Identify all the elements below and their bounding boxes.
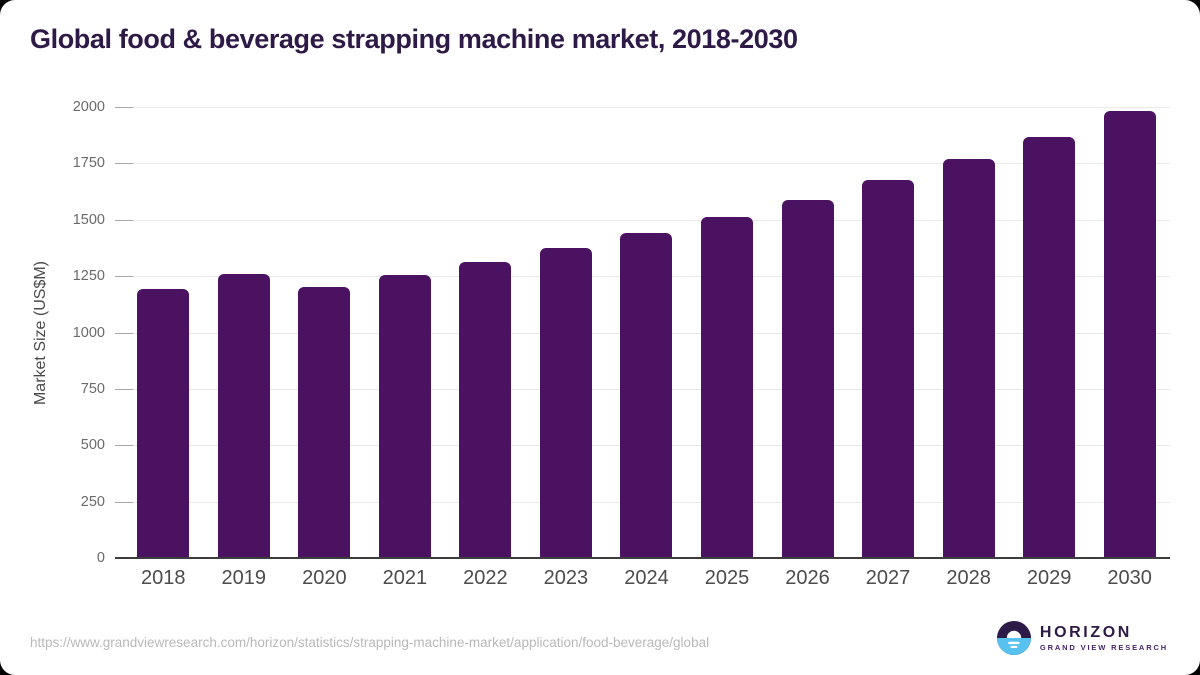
- bar-slot: [284, 107, 365, 558]
- bar-slot: [928, 107, 1009, 558]
- x-tick-label: 2024: [624, 567, 669, 589]
- y-tick-label: 500: [80, 437, 105, 454]
- bar-slot: [687, 107, 768, 558]
- bar-slot: [526, 107, 607, 558]
- bar-slot: [1089, 107, 1170, 558]
- y-axis-tick: [115, 276, 133, 278]
- x-tick-label: 2019: [221, 567, 267, 589]
- x-tick-label: 2026: [785, 567, 830, 589]
- y-axis-tick: [115, 501, 133, 503]
- y-axis-tick: [115, 445, 133, 447]
- bar-2021: [378, 274, 431, 558]
- x-tick-label: 2027: [865, 567, 911, 589]
- y-axis-tick: [115, 163, 133, 165]
- chart-title: Global food & beverage strapping machine…: [30, 24, 798, 54]
- x-tick-label: 2021: [382, 567, 428, 589]
- source-url: https://www.grandviewresearch.com/horizo…: [30, 635, 710, 650]
- bars-container: [123, 107, 1170, 558]
- y-tick-label: 1000: [72, 324, 105, 341]
- gridline: [123, 219, 1170, 221]
- bar-slot: [1009, 107, 1090, 558]
- x-axis-tick-labels: 2018 2019 2020 2021 2022 2023 2024 2025 2026 2027…: [123, 567, 1170, 590]
- logo-text: HORIZON GRAND VIEW RESEARCH: [1039, 623, 1168, 652]
- y-tick-label: 1500: [72, 211, 105, 228]
- x-tick-label: 2030: [1107, 567, 1152, 589]
- y-axis-tick-labels: 0 250 500 750 1000 1250 1500 1750 2000: [0, 99, 105, 566]
- bar-slot: [204, 107, 285, 558]
- bar-2026: [781, 199, 834, 558]
- x-tick-label: 2028: [946, 567, 991, 589]
- x-tick-label: 2020: [302, 567, 347, 589]
- logo-subtitle: GRAND VIEW RESEARCH: [1039, 642, 1168, 652]
- logo-wordmark: HORIZON: [1039, 623, 1132, 641]
- bar-2019: [217, 273, 270, 558]
- y-axis-tick: [115, 332, 133, 334]
- bar-2028: [942, 159, 995, 558]
- plot-area: [115, 107, 1170, 559]
- y-tick-label: 2000: [72, 99, 105, 115]
- x-tick-label: 2023: [543, 567, 589, 589]
- y-tick-label: 750: [80, 380, 105, 397]
- horizon-logo: HORIZON GRAND VIEW RESEARCH: [996, 621, 1168, 655]
- x-tick-label: 2022: [463, 567, 508, 589]
- gridline: [123, 163, 1170, 165]
- bar-slot: [606, 107, 687, 558]
- y-tick-label: 0: [96, 550, 105, 566]
- x-tick-label: 2025: [704, 567, 750, 589]
- bar-2025: [700, 217, 753, 558]
- x-axis-line: [115, 557, 1170, 559]
- bar-slot: [848, 107, 929, 558]
- bar-2024: [620, 233, 673, 558]
- footer: https://www.grandviewresearch.com/horizo…: [0, 613, 1200, 675]
- y-tick-label: 250: [80, 493, 105, 510]
- horizon-logo-icon: [996, 621, 1031, 655]
- y-axis-tick: [115, 219, 133, 221]
- bar-2018: [137, 288, 190, 558]
- x-tick-label: 2018: [141, 567, 186, 589]
- x-tick-label: 2029: [1026, 567, 1072, 589]
- y-tick-label: 1250: [72, 268, 105, 285]
- bar-slot: [365, 107, 446, 558]
- gridline: [123, 107, 1170, 108]
- bar-2023: [539, 248, 592, 558]
- bar-2020: [298, 286, 351, 558]
- y-tick-label: 1750: [72, 155, 105, 172]
- y-axis-tick: [115, 388, 133, 390]
- bar-slot: [445, 107, 526, 558]
- bar-slot: [123, 107, 204, 558]
- bar-slot: [767, 107, 848, 558]
- y-axis-tick: [115, 107, 133, 108]
- bar-2027: [862, 180, 915, 558]
- bar-2030: [1103, 110, 1156, 558]
- bar-2029: [1023, 136, 1076, 558]
- bar-2022: [459, 262, 512, 558]
